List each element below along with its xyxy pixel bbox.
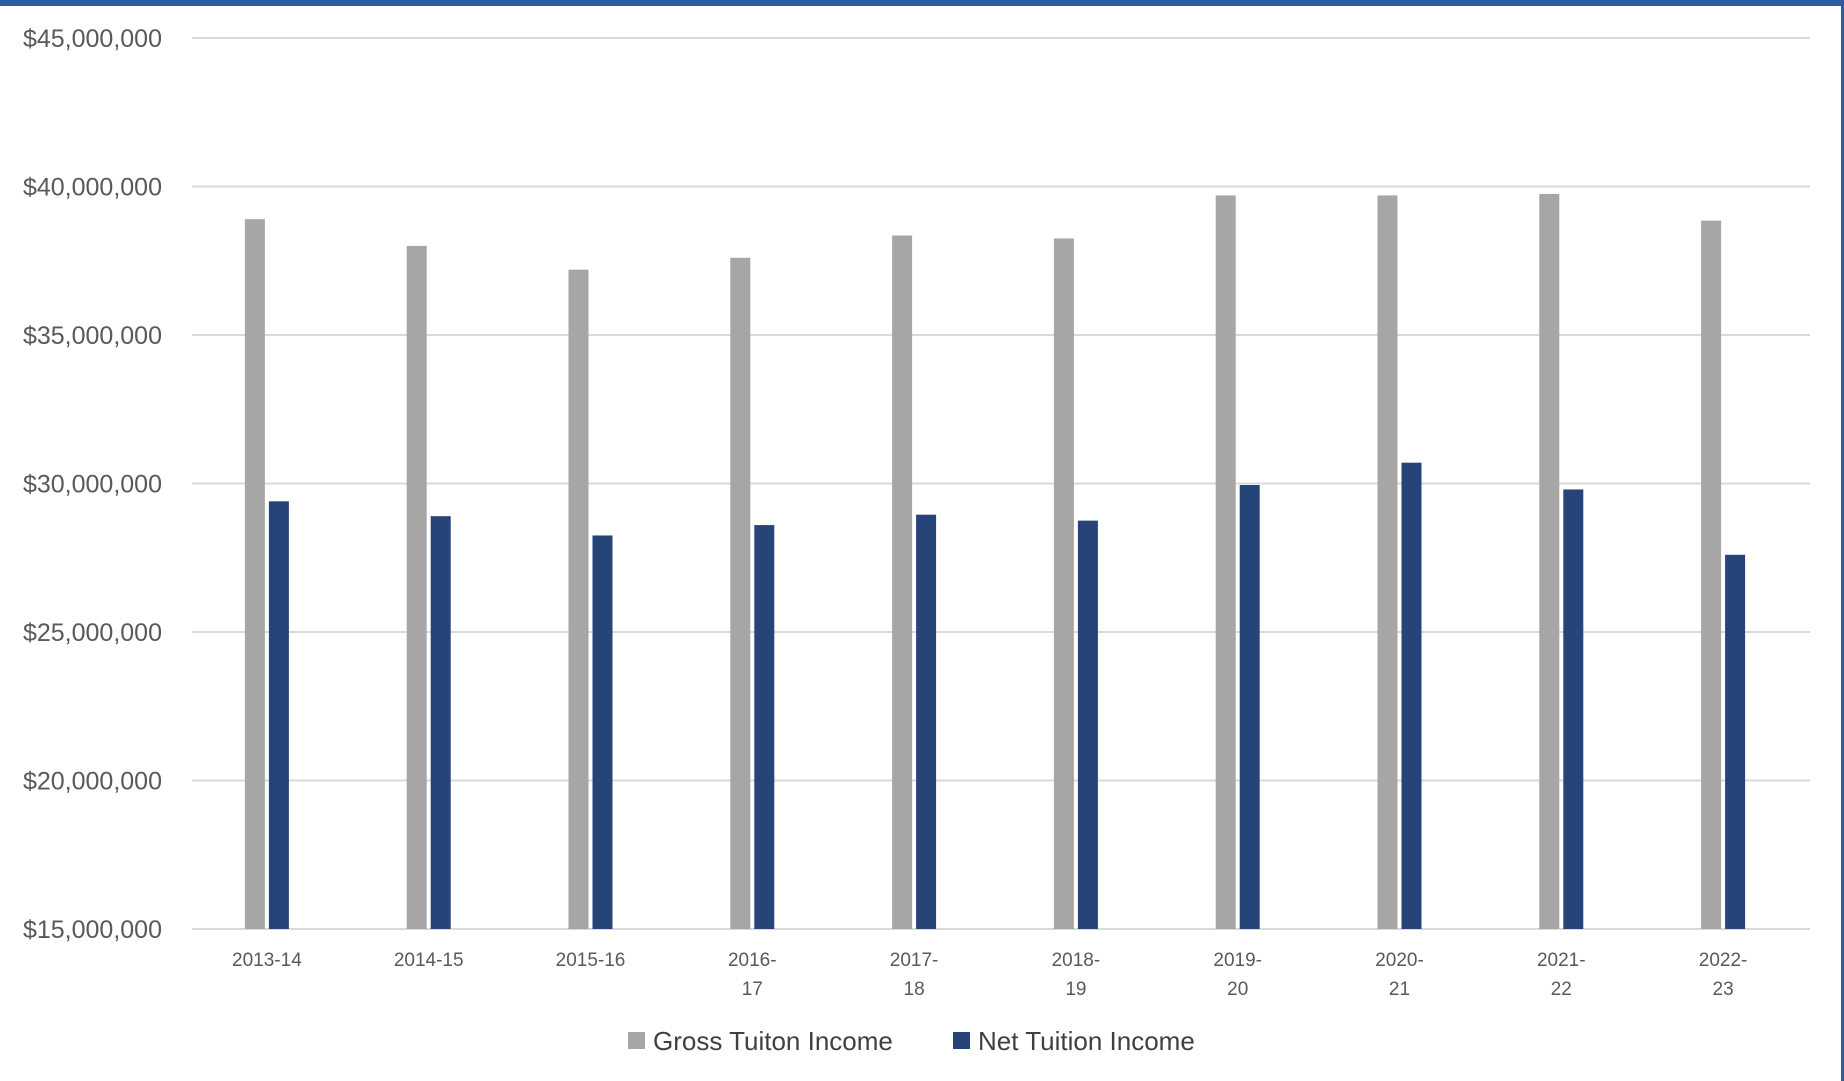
y-tick-label: $30,000,000 [23, 471, 162, 499]
bar-net [1725, 554, 1746, 929]
x-tick-label: 2021- [1537, 950, 1586, 971]
bar-gross [1215, 195, 1236, 929]
x-tick-label: 23 [1713, 979, 1734, 1000]
y-tick-label: $25,000,000 [23, 619, 162, 647]
bar-net [1077, 520, 1098, 929]
legend-item-gross: Gross Tuiton Income [628, 1026, 893, 1056]
bar-gross [730, 257, 751, 929]
bar-gross [1053, 238, 1074, 930]
bar-gross [406, 245, 427, 929]
legend-label: Gross Tuiton Income [653, 1026, 893, 1056]
bar-gross [1377, 195, 1398, 929]
x-tick-label: 21 [1389, 979, 1410, 1000]
x-tick-label: 17 [742, 979, 763, 1000]
bar-gross [1701, 220, 1722, 929]
x-tick-label: 2020- [1375, 950, 1424, 971]
bars [244, 193, 1746, 930]
bar-gross [1539, 193, 1560, 930]
x-tick-label: 19 [1065, 979, 1086, 1000]
x-tick-label: 2018- [1052, 950, 1101, 971]
bar-net [1563, 489, 1584, 929]
x-tick-label: 18 [904, 979, 925, 1000]
x-tick-label: 2019- [1213, 950, 1262, 971]
legend-swatch [628, 1032, 645, 1049]
y-tick-label: $20,000,000 [23, 768, 162, 796]
bar-net [916, 514, 937, 929]
y-tick-label: $40,000,000 [23, 174, 162, 202]
y-tick-label: $45,000,000 [23, 25, 162, 53]
y-axis-tick-labels: $15,000,000 $20,000,000 $25,000,000 $30,000… [23, 25, 162, 944]
y-tick-label: $35,000,000 [23, 322, 162, 350]
legend: Gross Tuiton Income Net Tuition Income [628, 1026, 1195, 1056]
x-tick-label: 2014-15 [394, 950, 464, 971]
bar-net [1401, 462, 1422, 929]
right-border [1841, 0, 1844, 1081]
legend-label: Net Tuition Income [978, 1026, 1195, 1056]
x-tick-label: 22 [1551, 979, 1572, 1000]
bar-gross [568, 269, 589, 929]
top-border [0, 0, 1844, 6]
bar-net [754, 525, 775, 929]
x-tick-label: 2013-14 [232, 950, 302, 971]
bar-net [430, 516, 451, 929]
x-tick-label: 2016- [728, 950, 777, 971]
x-tick-label: 2017- [890, 950, 939, 971]
x-tick-label: 2022- [1699, 950, 1748, 971]
y-tick-label: $15,000,000 [23, 916, 162, 944]
bar-net [268, 501, 289, 929]
bar-gross [244, 219, 265, 930]
bar-net [592, 535, 613, 929]
bar-gross [892, 235, 913, 929]
x-axis-tick-labels: 2013-14 2014-15 2015-16 2016- 17 2017- 18 2018-… [232, 950, 1747, 1000]
x-tick-label: 2015-16 [556, 950, 626, 971]
bar-net [1239, 484, 1260, 929]
x-tick-label: 20 [1227, 979, 1248, 1000]
legend-item-net: Net Tuition Income [953, 1026, 1195, 1056]
legend-swatch [953, 1032, 970, 1049]
